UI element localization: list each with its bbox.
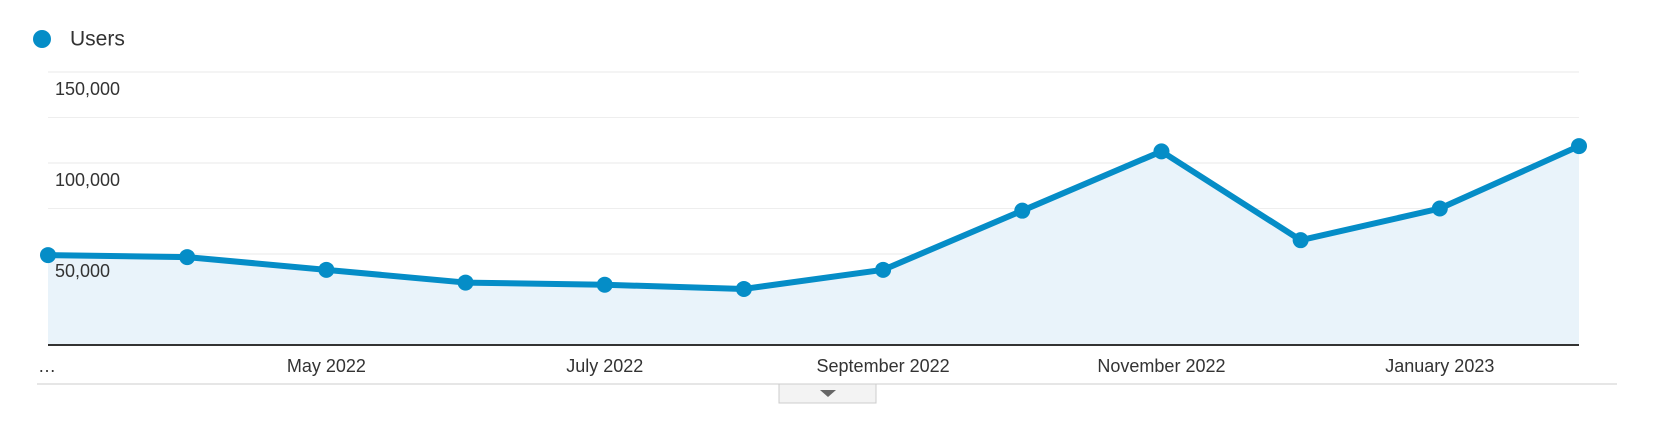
point — [596, 276, 613, 293]
x-tick-label: January 2023 — [1385, 356, 1494, 376]
x-tick-label: September 2022 — [817, 356, 950, 376]
collapse-arrow — [820, 390, 836, 397]
point — [735, 280, 752, 297]
point — [318, 261, 335, 278]
point — [40, 247, 56, 264]
point — [1571, 138, 1587, 155]
x-tick-label: July 2022 — [566, 356, 643, 376]
point — [179, 249, 196, 266]
y-tick-label: 150,000 — [55, 79, 120, 99]
x-tick-label: May 2022 — [287, 356, 366, 376]
y-tick-label: 50,000 — [55, 261, 110, 281]
point — [1292, 232, 1309, 249]
point — [1014, 202, 1031, 219]
x-tick-label: November 2022 — [1097, 356, 1225, 376]
plot: 50,000 100,000 150,000 Users … May 2022 July 2… — [33, 28, 1587, 376]
point — [1431, 200, 1448, 217]
legend-label: Users — [70, 28, 125, 51]
line — [47, 143, 1581, 292]
y-tick-label: 100,000 — [55, 170, 120, 190]
area — [48, 146, 1579, 345]
x-tick-label: … — [38, 356, 56, 376]
point — [1153, 143, 1170, 160]
point — [875, 261, 892, 278]
point — [457, 274, 474, 291]
legend-marker — [33, 30, 51, 48]
